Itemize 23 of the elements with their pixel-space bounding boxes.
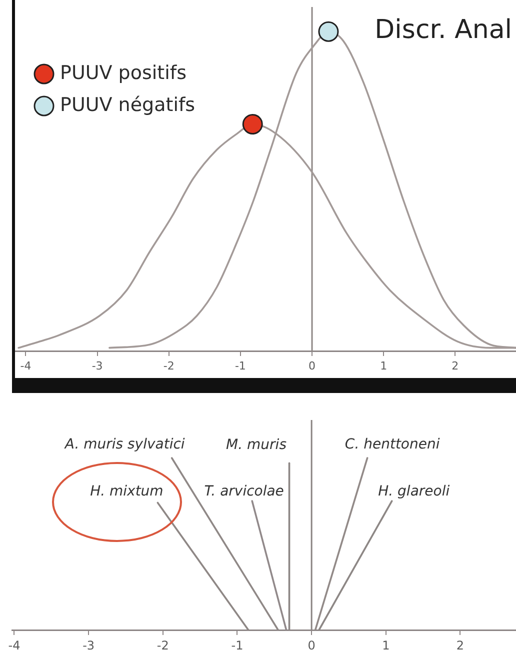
series-label: C. henttoneni [344, 436, 440, 453]
series-label: T. arvicolae [204, 484, 284, 500]
x-tick-label: -1 [231, 638, 244, 652]
x-tick-label: 0 [308, 359, 316, 372]
x-tick-label: -1 [234, 359, 246, 372]
legend-label: PUUV négatifs [60, 94, 196, 116]
x-tick-label: 2 [456, 638, 464, 652]
x-tick-label: -3 [92, 359, 103, 372]
x-tick-label: -4 [8, 638, 20, 652]
series-label: M. muris [226, 436, 286, 453]
x-tick-label: 2 [452, 359, 459, 372]
series-label: H. mixtum [90, 483, 164, 500]
x-tick-label: 1 [382, 638, 390, 652]
x-tick-label: -4 [20, 359, 32, 372]
series-label: H. glareoli [378, 484, 450, 500]
x-tick-label: -2 [163, 359, 174, 372]
chart-title: Discr. Anal [374, 15, 512, 45]
legend-label: PUUV positifs [60, 62, 186, 84]
x-tick-label: -3 [82, 638, 95, 652]
x-tick-label: 0 [308, 638, 316, 652]
x-tick-label: -2 [156, 638, 169, 652]
x-tick-label: 1 [380, 359, 388, 372]
series-label: A. muris sylvatici [64, 436, 185, 453]
